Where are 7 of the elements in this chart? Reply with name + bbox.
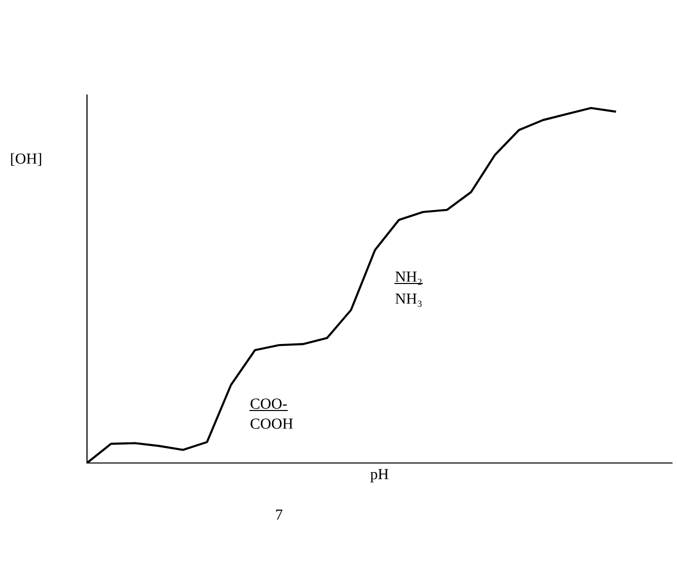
annotation: COOH	[250, 418, 293, 429]
x-axis-title: pH	[370, 469, 388, 482]
annotation: NH₃	[395, 294, 422, 307]
y-axis-title: [OH]	[11, 153, 42, 166]
annotation: NH₂	[395, 272, 422, 285]
annotation: COO-	[250, 398, 287, 409]
text: 7	[276, 510, 282, 520]
